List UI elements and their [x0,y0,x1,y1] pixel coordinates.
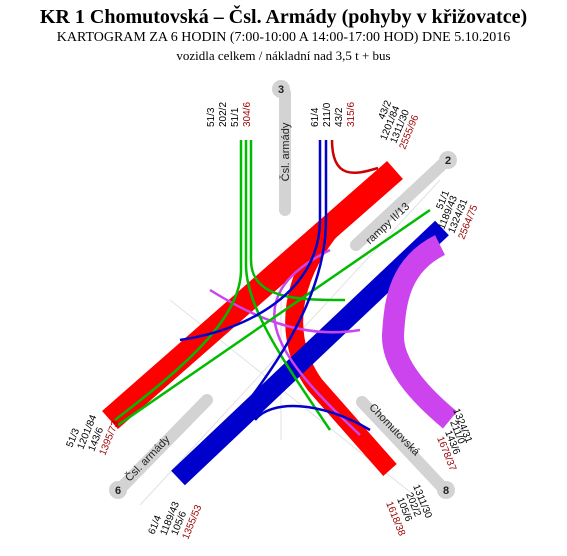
flow-magenta-curve [209,288,361,334]
arm-numbers: 3 2 8 6 [109,80,457,499]
flow-green-n-ne [249,140,346,302]
flow-green-n-sw [114,140,243,421]
flow-green-sw-ne [117,208,431,427]
arm-marker-se [437,481,455,499]
flow-darkred-n [330,139,379,174]
flow-label: 51/1 [230,107,241,127]
arm-number-se: 8 [443,485,449,497]
legend: vozidla celkem / nákladní nad 3,5 t + bu… [176,48,391,63]
labels-n-out: 61/4 211/0 43/2 315/6 [310,102,357,127]
subtitle: KARTOGRAM ZA 6 HODIN (7:00-10:00 A 14:00… [56,30,511,45]
arm-number-n: 3 [278,84,284,96]
arm-marker-n [272,80,290,98]
flow-magenta-ne-se [382,235,458,429]
arm-bar-sw [115,394,213,494]
arm-marker-sw [109,481,127,499]
flow-label: 61/4 [310,107,321,127]
flow-red-ne-se [285,172,397,476]
labels-ne-in: 43/2 1201/84 1311/30 2555/96 [377,99,422,152]
arm-name-n: Čsl. armády [279,122,292,181]
title: KR 1 Chomutovská – Čsl. Armády (pohyby v… [39,6,528,28]
flow-label-sum: 315/6 [346,102,357,127]
flow-label-sum: 304/6 [242,102,253,127]
flow-blue-n-2 [199,140,328,461]
arm-number-sw: 6 [115,485,121,497]
arm-name-sw: Čsl. armády [122,433,172,485]
labels-sw-in: 61/4 1189/43 105/6 1355/53 [147,500,205,541]
flow-green-n-se [244,140,332,431]
arm-number-ne: 2 [445,155,451,167]
flow-label: 51/3 [206,107,217,127]
flow-bands [102,139,458,486]
flow-label: 211/0 [322,102,333,127]
arm-bar-se [356,396,449,494]
flow-magenta-se-n [273,248,361,436]
flow-blue-n-1 [179,140,322,342]
flow-blue-n-3 [254,404,371,432]
labels-ne-out: 51/1 1189/43 1324/31 2564/75 [435,189,481,242]
arm-bar-ne [350,155,452,251]
arm-marker-ne [439,151,457,169]
arm-bars [115,87,452,494]
labels-n-in: 51/3 202/2 51/1 304/6 [206,102,253,127]
flow-label: 202/2 [218,102,229,127]
flow-label: 43/2 [334,107,345,127]
